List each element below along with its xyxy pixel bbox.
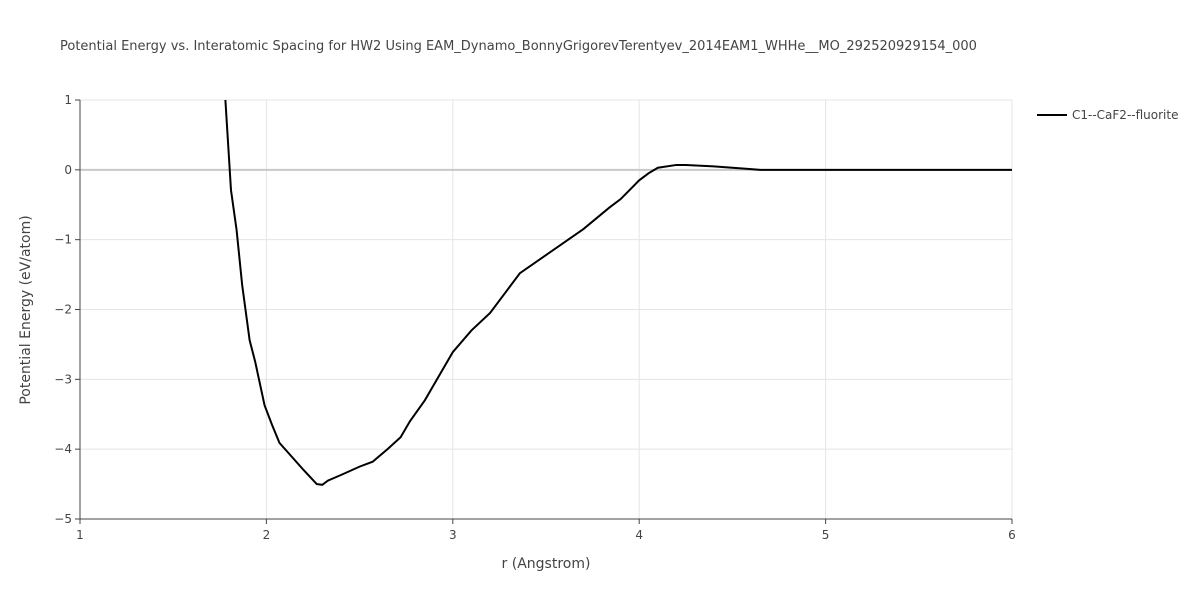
y-tick-label: 0 <box>64 163 72 177</box>
y-tick-label: 1 <box>64 93 72 107</box>
legend-label: C1--CaF2--fluorite <box>1072 108 1178 122</box>
x-tick-label: 3 <box>449 528 457 542</box>
y-tick-label: −5 <box>54 512 72 526</box>
x-tick-label: 1 <box>76 528 84 542</box>
y-tick-label: −4 <box>54 442 72 456</box>
y-axis-label: Potential Energy (eV/atom) <box>18 215 34 404</box>
data-line <box>224 99 1012 486</box>
x-axis-label: r (Angstrom) <box>502 556 591 572</box>
x-tick-label: 6 <box>1008 528 1016 542</box>
y-tick-label: −3 <box>54 372 72 386</box>
y-tick-label: −1 <box>54 233 72 247</box>
x-tick-label: 2 <box>263 528 271 542</box>
x-tick-label: 5 <box>822 528 830 542</box>
chart-title: Potential Energy vs. Interatomic Spacing… <box>60 39 977 54</box>
x-tick-label: 4 <box>635 528 643 542</box>
y-tick-label: −2 <box>54 303 72 317</box>
